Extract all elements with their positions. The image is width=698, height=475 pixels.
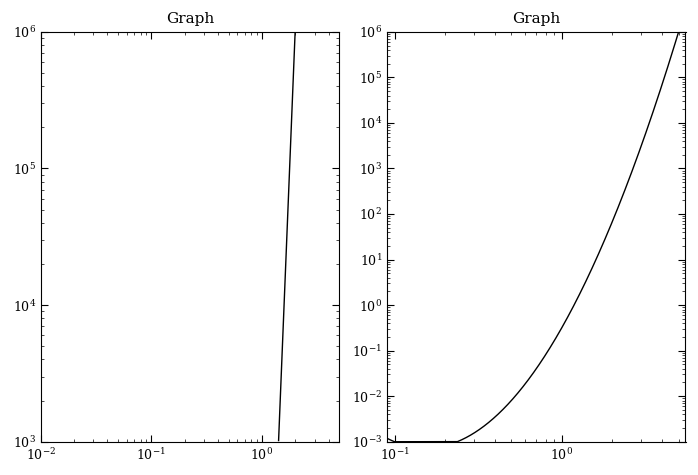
Title: Graph: Graph bbox=[512, 12, 560, 27]
Title: Graph: Graph bbox=[166, 12, 214, 27]
